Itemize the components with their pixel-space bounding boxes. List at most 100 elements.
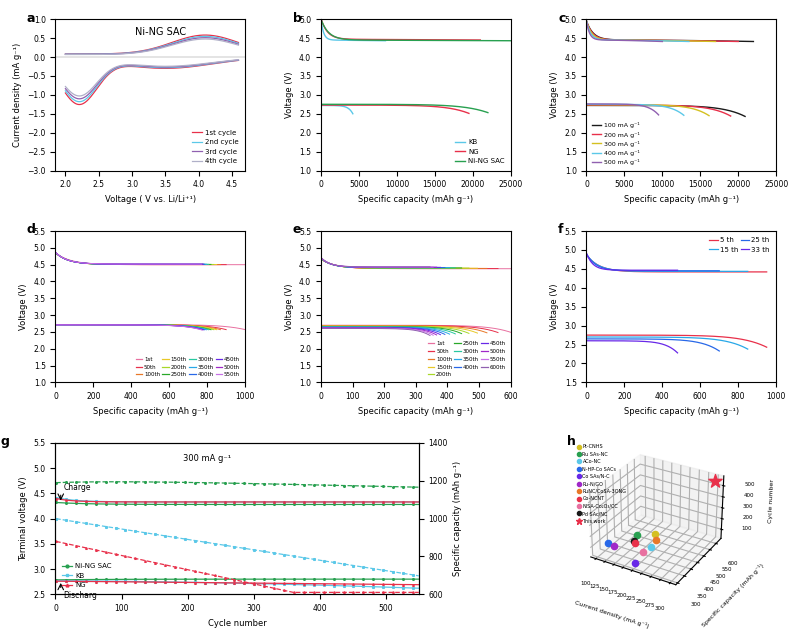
Ni-NG SAC [316, 100, 326, 108]
50th [466, 265, 475, 272]
500th [198, 260, 208, 268]
3rd cycle [163, 42, 173, 49]
1st cycle [207, 31, 216, 39]
4th cycle [164, 42, 173, 50]
100 mA g⁻¹ [582, 17, 592, 25]
250th [143, 261, 152, 268]
33 th [638, 266, 647, 274]
600th [316, 254, 326, 261]
300 mA g⁻¹ [661, 36, 670, 44]
100th [317, 256, 326, 263]
NG [441, 104, 451, 112]
Text: h: h [567, 435, 576, 449]
4th cycle [207, 36, 216, 43]
100 mA g⁻¹ [582, 19, 592, 26]
5 th [692, 268, 702, 276]
1st cycle [166, 39, 176, 47]
500th [138, 260, 147, 268]
400th [177, 261, 186, 268]
200th [316, 255, 326, 263]
200th [145, 261, 154, 268]
KB [336, 102, 345, 110]
3rd cycle [207, 35, 216, 42]
Legend: Ni-NG SAC, KB, NG: Ni-NG SAC, KB, NG [59, 560, 114, 591]
4th cycle [163, 42, 173, 50]
1st [223, 261, 232, 268]
500th [317, 254, 326, 262]
50th [205, 261, 215, 268]
150th [473, 265, 482, 272]
100 mA g⁻¹ [722, 37, 732, 45]
100th [149, 261, 158, 268]
450th [387, 263, 397, 271]
200th [147, 261, 157, 268]
600th [381, 263, 390, 271]
100th [51, 249, 60, 257]
250th [400, 264, 409, 272]
Line: 600th: 600th [321, 258, 430, 267]
Y-axis label: Voltage (V): Voltage (V) [550, 72, 559, 118]
550th [316, 254, 326, 261]
500th [316, 254, 326, 261]
200th [451, 265, 460, 272]
400th [51, 249, 61, 257]
150th [212, 261, 222, 268]
200 mA g⁻¹ [719, 38, 729, 45]
5 th [762, 268, 771, 276]
300th [51, 249, 61, 257]
Line: 300th: 300th [321, 258, 455, 268]
33 th [582, 250, 592, 258]
400th [440, 264, 450, 272]
300th [317, 255, 326, 263]
450th [417, 263, 426, 271]
KB [335, 102, 345, 110]
50th [152, 261, 162, 268]
50th [51, 249, 61, 257]
2nd cycle [61, 50, 70, 58]
Legend: 1st cycle, 2nd cycle, 3rd cycle, 4th cycle: 1st cycle, 2nd cycle, 3rd cycle, 4th cyc… [189, 127, 242, 167]
600th [381, 263, 390, 271]
200th [464, 265, 474, 272]
50th [316, 256, 326, 263]
Line: 450th: 450th [321, 258, 440, 267]
250th [457, 264, 466, 272]
300th [142, 261, 151, 268]
550th [173, 260, 183, 268]
300th [142, 261, 151, 268]
350th [432, 264, 442, 272]
300th [396, 264, 406, 272]
200th [209, 261, 219, 268]
NG [464, 109, 474, 117]
300th [429, 264, 439, 272]
Line: Ni-NG SAC: Ni-NG SAC [321, 104, 488, 112]
100th [414, 265, 424, 272]
15 th [680, 268, 690, 275]
450th [139, 260, 148, 268]
15 th [677, 268, 687, 275]
X-axis label: Specific capacity (mAh g⁻¹): Specific capacity (mAh g⁻¹) [624, 406, 739, 415]
250th [435, 264, 444, 272]
250th [143, 261, 153, 268]
Line: 250th: 250th [55, 252, 211, 265]
1st [164, 261, 173, 268]
Line: 25 th: 25 th [587, 254, 719, 271]
Line: 400th: 400th [55, 252, 204, 265]
500th [387, 263, 397, 271]
300 mA g⁻¹ [582, 19, 592, 26]
50th [51, 249, 60, 257]
Line: 100th: 100th [321, 259, 487, 268]
400 mA g⁻¹ [582, 19, 592, 26]
400 mA g⁻¹ [645, 36, 654, 44]
Line: 400 mA g⁻¹: 400 mA g⁻¹ [587, 21, 689, 42]
400th [186, 261, 196, 268]
KB [343, 104, 352, 112]
350th [51, 249, 61, 257]
250th [444, 264, 453, 272]
Line: 3rd cycle: 3rd cycle [66, 38, 238, 54]
450th [185, 260, 194, 268]
100 mA g⁻¹ [680, 36, 690, 44]
50th [493, 265, 503, 272]
1st [167, 261, 177, 268]
150th [51, 249, 61, 257]
1st cycle [163, 40, 173, 48]
